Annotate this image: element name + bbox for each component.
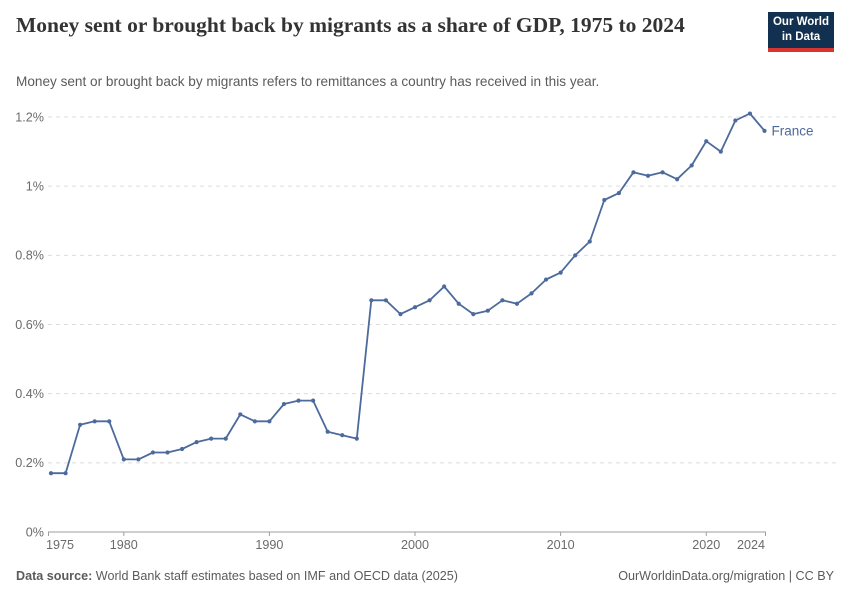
- y-tick-label: 1%: [26, 179, 44, 193]
- data-point[interactable]: [514, 301, 520, 306]
- data-point[interactable]: [675, 177, 680, 182]
- data-point[interactable]: [63, 471, 68, 476]
- owid-logo-line-2: in Data: [781, 31, 821, 43]
- data-point[interactable]: [92, 419, 97, 424]
- data-point[interactable]: [631, 170, 636, 175]
- data-point[interactable]: [427, 298, 432, 303]
- data-point[interactable]: [485, 308, 490, 313]
- x-tick-label: 2020: [692, 538, 720, 552]
- data-point[interactable]: [325, 429, 330, 434]
- y-tick-label: 0%: [26, 525, 44, 539]
- data-point[interactable]: [616, 190, 621, 196]
- data-point[interactable]: [645, 173, 651, 178]
- data-source-text: World Bank staff estimates based on IMF …: [92, 569, 458, 583]
- x-tick-label: 1975: [46, 538, 74, 552]
- data-point[interactable]: [529, 291, 534, 296]
- data-point[interactable]: [252, 419, 257, 424]
- data-point[interactable]: [543, 277, 549, 282]
- data-point[interactable]: [587, 239, 592, 244]
- data-point[interactable]: [209, 436, 214, 441]
- data-point[interactable]: [442, 284, 447, 289]
- data-point[interactable]: [747, 111, 753, 116]
- data-point[interactable]: [136, 457, 141, 462]
- footer-credit-link[interactable]: OurWorldinData.org/migration | CC BY: [618, 569, 834, 583]
- data-point[interactable]: [398, 312, 403, 317]
- data-point[interactable]: [762, 128, 767, 133]
- data-point[interactable]: [660, 170, 665, 175]
- data-point[interactable]: [223, 436, 228, 441]
- chart-title: Money sent or brought back by migrants a…: [16, 13, 685, 37]
- data-point[interactable]: [48, 471, 54, 476]
- data-point[interactable]: [383, 298, 389, 303]
- data-point[interactable]: [704, 139, 709, 144]
- data-source-label: Data source:: [16, 569, 93, 583]
- x-tick-label: 2000: [401, 538, 429, 552]
- data-point[interactable]: [267, 419, 272, 424]
- y-tick-label: 1.2%: [15, 110, 44, 124]
- series-line-france[interactable]: [50, 112, 766, 475]
- data-point[interactable]: [78, 422, 83, 427]
- data-point[interactable]: [179, 446, 185, 452]
- data-point[interactable]: [238, 412, 243, 417]
- x-tick-label: 1980: [110, 538, 138, 552]
- data-point[interactable]: [412, 305, 418, 310]
- data-point[interactable]: [340, 433, 345, 438]
- data-point[interactable]: [456, 301, 461, 306]
- owid-logo-line-1: Our World: [772, 16, 829, 29]
- x-tick-label: 2024: [737, 538, 765, 552]
- owid-logo: Our World in Data: [768, 12, 834, 52]
- data-source: Data source: World Bank staff estimates …: [16, 569, 458, 583]
- data-point[interactable]: [369, 298, 374, 303]
- data-point[interactable]: [107, 419, 112, 424]
- x-tick-label: 2010: [547, 538, 575, 552]
- line-chart-canvas[interactable]: 0% 0.2% 0.4% 0.6% 0.8% 1% 1.2% 1975 1980 1990 2000…: [0, 98, 850, 564]
- data-point[interactable]: [689, 163, 694, 168]
- y-tick-label: 0.2%: [15, 456, 44, 470]
- data-point[interactable]: [573, 253, 578, 258]
- data-point[interactable]: [296, 398, 301, 403]
- data-point[interactable]: [194, 439, 199, 445]
- data-point[interactable]: [733, 118, 738, 123]
- data-point[interactable]: [602, 197, 607, 203]
- y-tick-label: 0.4%: [15, 387, 44, 401]
- data-point[interactable]: [354, 436, 359, 441]
- y-tick-label: 0.6%: [15, 318, 44, 332]
- y-tick-label: 0.8%: [15, 249, 44, 263]
- data-point[interactable]: [558, 270, 563, 275]
- data-point[interactable]: [500, 298, 505, 303]
- data-point[interactable]: [311, 398, 316, 403]
- data-point[interactable]: [121, 457, 126, 462]
- data-point[interactable]: [471, 312, 476, 317]
- data-point[interactable]: [150, 450, 156, 455]
- data-point[interactable]: [718, 149, 723, 154]
- data-point[interactable]: [281, 401, 287, 407]
- chart-subtitle: Money sent or brought back by migrants r…: [16, 74, 600, 89]
- data-point[interactable]: [165, 450, 170, 455]
- chart-footer: Data source: World Bank staff estimates …: [16, 569, 834, 583]
- series-label-france[interactable]: France: [772, 123, 814, 138]
- x-tick-label: 1990: [255, 538, 283, 552]
